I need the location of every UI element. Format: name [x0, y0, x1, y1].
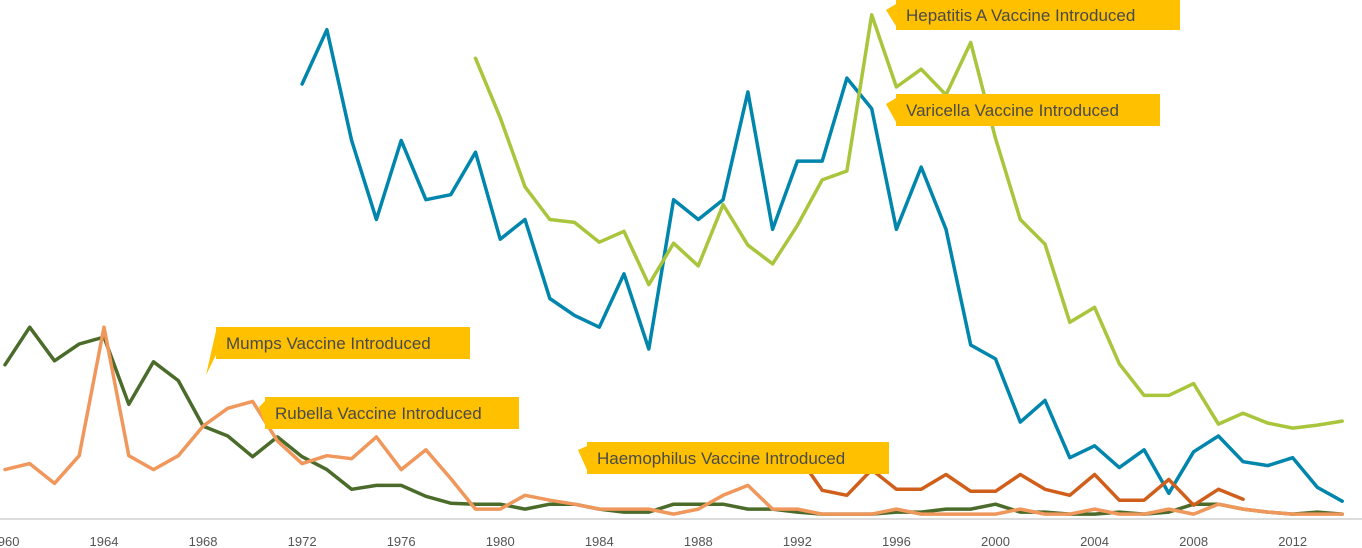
callout-box: [896, 0, 1180, 30]
callout-pointer: [886, 4, 896, 26]
annotation-callout: Rubella Vaccine Introduced: [259, 397, 519, 429]
annotation-layer: Hepatitis A Vaccine Introduced Varicella …: [206, 0, 1180, 474]
x-tick-label: 1964: [90, 534, 119, 548]
x-tick-label: 1988: [684, 534, 713, 548]
callout-label: Rubella Vaccine Introduced: [275, 404, 482, 423]
callout-pointer: [578, 446, 587, 470]
series-line-1: [300, 27, 1344, 503]
x-tick-label: 1972: [288, 534, 317, 548]
series-line-3: [3, 325, 1344, 516]
x-tick-label: 1996: [882, 534, 911, 548]
x-tick-label: 2008: [1179, 534, 1208, 548]
callout-label: Mumps Vaccine Introduced: [226, 334, 431, 353]
annotation-callout: Haemophilus Vaccine Introduced: [578, 442, 889, 474]
x-tick-label: 1992: [783, 534, 812, 548]
x-tick-label: 2004: [1080, 534, 1109, 548]
x-tick-label: 1980: [486, 534, 515, 548]
x-tick-label: 2012: [1278, 534, 1307, 548]
callout-label: Hepatitis A Vaccine Introduced: [906, 6, 1135, 25]
x-tick-label: 1960: [0, 534, 19, 548]
callout-box: [216, 327, 470, 359]
callout-label: Varicella Vaccine Introduced: [906, 101, 1119, 120]
x-tick-label: 2000: [981, 534, 1010, 548]
series-line-4: [3, 325, 1344, 516]
annotation-callout: Hepatitis A Vaccine Introduced: [886, 0, 1180, 30]
callout-pointer: [206, 331, 216, 375]
annotation-callout: Varicella Vaccine Introduced: [886, 94, 1160, 126]
series-layer: [3, 13, 1344, 516]
series-line-2: [473, 13, 1344, 430]
x-tick-label: 1976: [387, 534, 416, 548]
x-tick-label: 1984: [585, 534, 614, 548]
callout-label: Haemophilus Vaccine Introduced: [597, 449, 845, 468]
callout-box: [896, 94, 1160, 126]
callout-pointer: [259, 401, 265, 425]
x-axis-ticks: 1960 1964 1968 1972 1976 1980 1984 1988 1992 1996…: [0, 534, 1307, 548]
callout-box: [265, 397, 519, 429]
x-tick-label: 1968: [189, 534, 218, 548]
callout-box: [587, 442, 889, 474]
annotation-callout: Mumps Vaccine Introduced: [206, 327, 470, 375]
callout-pointer: [886, 98, 896, 122]
